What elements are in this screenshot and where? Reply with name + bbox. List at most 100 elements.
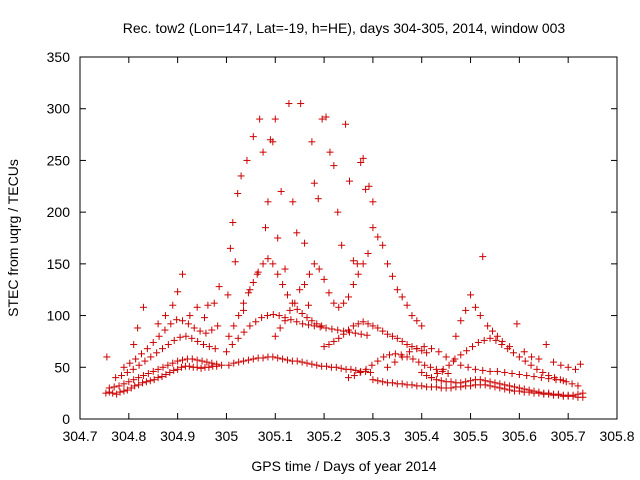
data-point <box>184 320 192 328</box>
data-point <box>323 362 331 370</box>
data-point <box>366 368 374 376</box>
data-point <box>308 317 316 325</box>
data-point <box>147 353 155 361</box>
data-point <box>198 357 206 365</box>
data-point <box>365 182 373 190</box>
data-point <box>388 379 396 387</box>
data-point <box>186 312 194 320</box>
data-point <box>345 293 352 301</box>
data-point <box>110 383 118 391</box>
data-point <box>493 367 501 375</box>
data-point <box>533 365 541 373</box>
data-point <box>170 366 178 374</box>
data-point <box>246 286 254 294</box>
data-point <box>352 366 360 374</box>
data-point <box>530 373 538 381</box>
data-point <box>564 363 572 371</box>
data-point <box>364 320 372 328</box>
data-point <box>467 291 475 299</box>
x-tick-label: 304.8 <box>111 428 146 444</box>
y-tick-label: 100 <box>47 308 71 324</box>
data-point <box>484 322 492 330</box>
data-point <box>289 198 297 206</box>
data-point <box>279 281 287 289</box>
data-point <box>310 260 318 268</box>
x-tick-label: 305.2 <box>307 428 342 444</box>
data-point <box>362 365 370 373</box>
data-point <box>237 172 245 180</box>
data-point <box>262 224 270 232</box>
data-point <box>196 327 204 335</box>
y-tick-label: 200 <box>47 204 71 220</box>
data-point <box>379 327 387 335</box>
data-point <box>164 361 172 369</box>
data-point <box>334 208 342 216</box>
data-point <box>521 357 529 365</box>
data-point <box>308 360 316 368</box>
data-point <box>222 348 230 356</box>
data-point <box>403 301 411 309</box>
data-point <box>408 381 416 389</box>
data-point <box>486 378 494 386</box>
data-point <box>244 356 252 364</box>
data-point <box>154 365 162 373</box>
data-point <box>572 365 580 373</box>
data-point <box>542 341 550 349</box>
data-point <box>515 353 523 361</box>
data-point <box>457 351 465 359</box>
x-tick-label: 305.6 <box>502 428 537 444</box>
data-point <box>159 363 167 371</box>
x-tick-label: 305.4 <box>404 428 439 444</box>
chart-title: Rec. tow2 (Lon=147, Lat=-19, h=HE), days… <box>123 20 566 36</box>
data-point <box>138 379 146 387</box>
data-point <box>432 365 440 373</box>
data-point <box>391 350 399 358</box>
data-point <box>386 351 394 359</box>
data-point <box>501 381 509 389</box>
data-point <box>427 363 435 371</box>
data-point <box>576 360 584 368</box>
data-point <box>249 278 257 286</box>
data-point <box>308 138 316 146</box>
data-point <box>356 368 364 376</box>
data-point <box>135 374 143 382</box>
data-point <box>345 326 352 334</box>
data-point <box>393 334 401 342</box>
x-tick-label: 304.7 <box>62 428 97 444</box>
data-point <box>200 314 208 322</box>
data-point <box>418 347 426 355</box>
data-point <box>398 353 406 361</box>
data-point <box>363 331 371 339</box>
data-point <box>349 322 357 330</box>
data-point <box>510 383 518 391</box>
data-point <box>380 353 388 361</box>
data-point <box>161 326 169 334</box>
data-point <box>276 324 284 332</box>
data-point <box>345 177 353 185</box>
data-point <box>299 320 307 328</box>
data-point <box>208 326 216 334</box>
data-point <box>568 380 576 388</box>
data-point <box>457 361 465 369</box>
data-point <box>447 384 455 392</box>
data-point <box>322 113 330 121</box>
data-point <box>259 260 267 268</box>
data-point <box>359 260 367 268</box>
data-point <box>347 365 355 373</box>
data-point <box>164 341 172 349</box>
data-point <box>340 299 348 307</box>
data-point <box>298 310 306 318</box>
data-point <box>364 250 372 258</box>
data-point <box>550 358 558 366</box>
y-tick-label: 250 <box>47 152 71 168</box>
data-point <box>129 365 137 373</box>
data-point <box>142 378 150 386</box>
data-point <box>351 329 359 337</box>
data-point <box>528 353 536 361</box>
data-point <box>457 379 465 387</box>
data-point <box>179 356 187 364</box>
data-point <box>527 361 535 369</box>
data-point <box>193 356 201 364</box>
data-point <box>269 353 277 361</box>
data-point <box>279 355 287 363</box>
